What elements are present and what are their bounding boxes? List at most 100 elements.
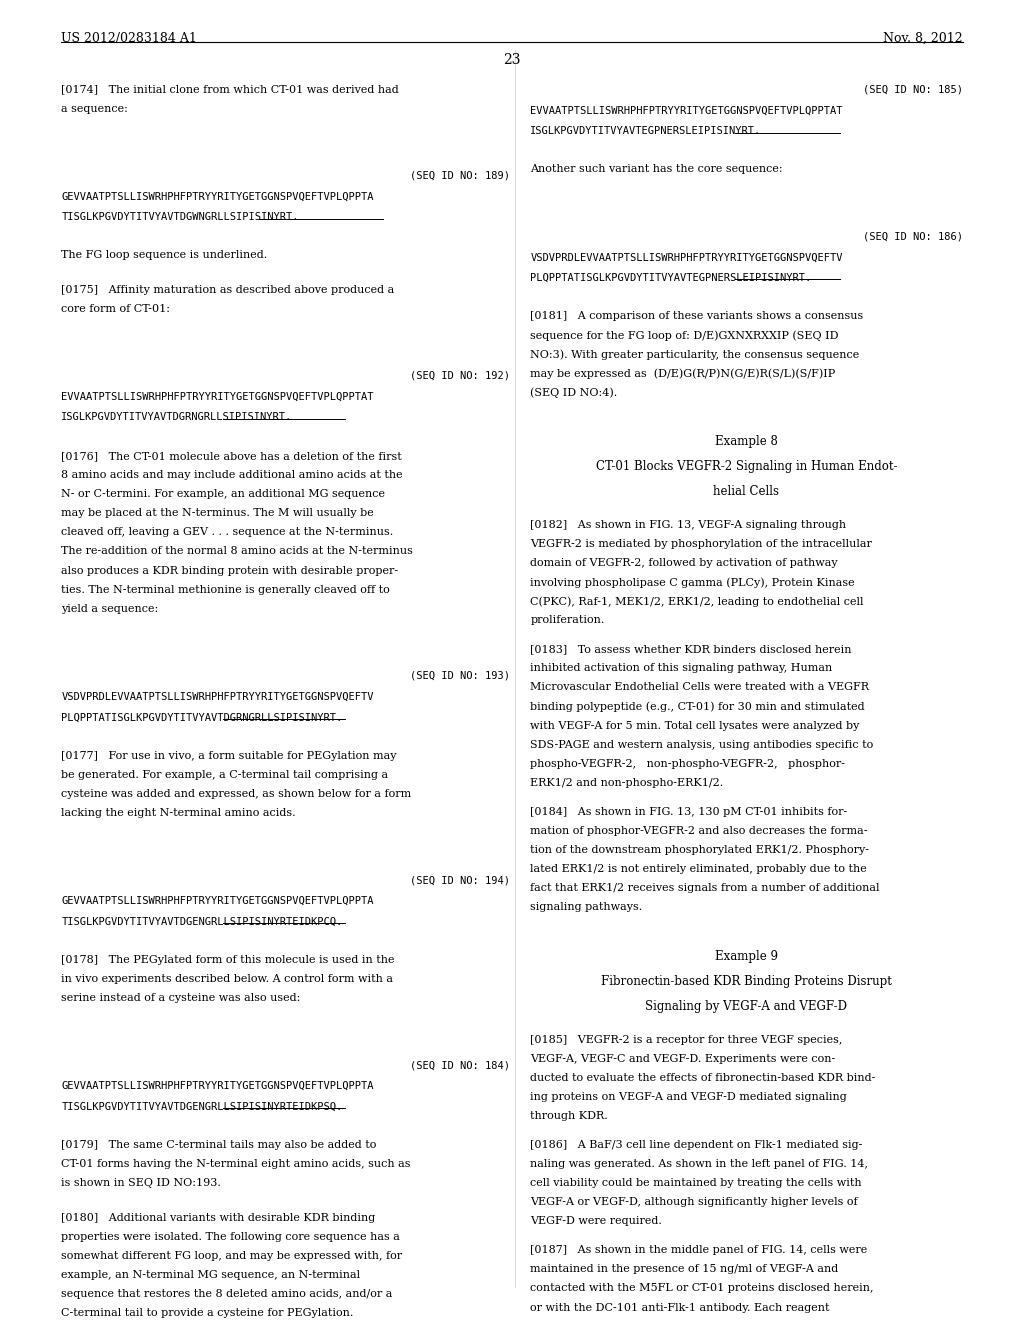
- Text: TISGLKPGVDYTITVYAVTDGENGRLLSIPISINYRTEIDKPSQ.: TISGLKPGVDYTITVYAVTDGENGRLLSIPISINYRTEID…: [61, 1102, 343, 1111]
- Text: [0183]   To assess whether KDR binders disclosed herein: [0183] To assess whether KDR binders dis…: [530, 644, 852, 655]
- Text: SDS-PAGE and western analysis, using antibodies specific to: SDS-PAGE and western analysis, using ant…: [530, 739, 873, 750]
- Text: (SEQ ID NO: 193): (SEQ ID NO: 193): [410, 671, 510, 681]
- Text: lacking the eight N-terminal amino acids.: lacking the eight N-terminal amino acids…: [61, 808, 296, 818]
- Text: phospho-VEGFR-2,   non-phospho-VEGFR-2,   phosphor-: phospho-VEGFR-2, non-phospho-VEGFR-2, ph…: [530, 759, 846, 770]
- Text: ERK1/2 and non-phospho-ERK1/2.: ERK1/2 and non-phospho-ERK1/2.: [530, 777, 724, 788]
- Text: signaling pathways.: signaling pathways.: [530, 903, 643, 912]
- Text: Another such variant has the core sequence:: Another such variant has the core sequen…: [530, 164, 783, 174]
- Text: [0187]   As shown in the middle panel of FIG. 14, cells were: [0187] As shown in the middle panel of F…: [530, 1245, 867, 1255]
- Text: EVVAATPTSLLISWRHPHFPTRYYRITYGETGGNSPVQEFTVPLQPPTAT: EVVAATPTSLLISWRHPHFPTRYYRITYGETGGNSPVQEF…: [530, 106, 843, 116]
- Text: be generated. For example, a C-terminal tail comprising a: be generated. For example, a C-terminal …: [61, 770, 388, 780]
- Text: yield a sequence:: yield a sequence:: [61, 603, 159, 614]
- Text: (SEQ ID NO:4).: (SEQ ID NO:4).: [530, 388, 617, 399]
- Text: sequence for the FG loop of: D/E)GXNXRXXIP (SEQ ID: sequence for the FG loop of: D/E)GXNXRXX…: [530, 330, 839, 341]
- Text: in vivo experiments described below. A control form with a: in vivo experiments described below. A c…: [61, 974, 393, 983]
- Text: VEGF-A, VEGF-C and VEGF-D. Experiments were con-: VEGF-A, VEGF-C and VEGF-D. Experiments w…: [530, 1053, 836, 1064]
- Text: fact that ERK1/2 receives signals from a number of additional: fact that ERK1/2 receives signals from a…: [530, 883, 880, 894]
- Text: ISGLKPGVDYTITVYAVTDGRNGRLLSIPISINYRT.: ISGLKPGVDYTITVYAVTDGRNGRLLSIPISINYRT.: [61, 412, 293, 422]
- Text: serine instead of a cysteine was also used:: serine instead of a cysteine was also us…: [61, 993, 301, 1003]
- Text: [0185]   VEGFR-2 is a receptor for three VEGF species,: [0185] VEGFR-2 is a receptor for three V…: [530, 1035, 843, 1044]
- Text: VEGFR-2 is mediated by phosphorylation of the intracellular: VEGFR-2 is mediated by phosphorylation o…: [530, 539, 872, 549]
- Text: US 2012/0283184 A1: US 2012/0283184 A1: [61, 32, 198, 45]
- Text: GEVVAATPTSLLISWRHPHFPTRYYRITYGETGGNSPVQEFTVPLQPPTA: GEVVAATPTSLLISWRHPHFPTRYYRITYGETGGNSPVQE…: [61, 1081, 374, 1092]
- Text: properties were isolated. The following core sequence has a: properties were isolated. The following …: [61, 1232, 400, 1242]
- Text: domain of VEGFR-2, followed by activation of pathway: domain of VEGFR-2, followed by activatio…: [530, 558, 838, 568]
- Text: GEVVAATPTSLLISWRHPHFPTRYYRITYGETGGNSPVQEFTVPLQPPTA: GEVVAATPTSLLISWRHPHFPTRYYRITYGETGGNSPVQE…: [61, 191, 374, 202]
- Text: Signaling by VEGF-A and VEGF-D: Signaling by VEGF-A and VEGF-D: [645, 1001, 848, 1012]
- Text: lated ERK1/2 is not entirely eliminated, probably due to the: lated ERK1/2 is not entirely eliminated,…: [530, 865, 867, 874]
- Text: Fibronectin-based KDR Binding Proteins Disrupt: Fibronectin-based KDR Binding Proteins D…: [601, 975, 892, 989]
- Text: ducted to evaluate the effects of fibronectin-based KDR bind-: ducted to evaluate the effects of fibron…: [530, 1073, 876, 1082]
- Text: Microvascular Endothelial Cells were treated with a VEGFR: Microvascular Endothelial Cells were tre…: [530, 682, 869, 693]
- Text: maintained in the presence of 15 ng/ml of VEGF-A and: maintained in the presence of 15 ng/ml o…: [530, 1265, 839, 1274]
- Text: is shown in SEQ ID NO:193.: is shown in SEQ ID NO:193.: [61, 1179, 221, 1188]
- Text: EVVAATPTSLLISWRHPHFPTRYYRITYGETGGNSPVQEFTVPLQPPTAT: EVVAATPTSLLISWRHPHFPTRYYRITYGETGGNSPVQEF…: [61, 392, 374, 403]
- Text: cleaved off, leaving a GEV . . . sequence at the N-terminus.: cleaved off, leaving a GEV . . . sequenc…: [61, 527, 393, 537]
- Text: N- or C-termini. For example, an additional MG sequence: N- or C-termini. For example, an additio…: [61, 488, 385, 499]
- Text: may be placed at the N-terminus. The M will usually be: may be placed at the N-terminus. The M w…: [61, 508, 374, 519]
- Text: Example 8: Example 8: [715, 436, 778, 449]
- Text: Example 9: Example 9: [715, 950, 778, 964]
- Text: PLQPPTATISGLKPGVDYTITVYAVTEGPNERSLEIPISINYRT.: PLQPPTATISGLKPGVDYTITVYAVTEGPNERSLEIPISI…: [530, 273, 812, 282]
- Text: CT-01 Blocks VEGFR-2 Signaling in Human Endot-: CT-01 Blocks VEGFR-2 Signaling in Human …: [596, 461, 897, 474]
- Text: [0179]   The same C-terminal tails may also be added to: [0179] The same C-terminal tails may als…: [61, 1140, 377, 1150]
- Text: core form of CT-01:: core form of CT-01:: [61, 304, 170, 314]
- Text: C(PKC), Raf-1, MEK1/2, ERK1/2, leading to endothelial cell: C(PKC), Raf-1, MEK1/2, ERK1/2, leading t…: [530, 597, 864, 607]
- Text: [0182]   As shown in FIG. 13, VEGF-A signaling through: [0182] As shown in FIG. 13, VEGF-A signa…: [530, 520, 847, 529]
- Text: CT-01 forms having the N-terminal eight amino acids, such as: CT-01 forms having the N-terminal eight …: [61, 1159, 411, 1170]
- Text: PLQPPTATISGLKPGVDYTITVYAVTDGRNGRLLSIPISINYRT.: PLQPPTATISGLKPGVDYTITVYAVTDGRNGRLLSIPISI…: [61, 713, 343, 722]
- Text: [0175]   Affinity maturation as described above produced a: [0175] Affinity maturation as described …: [61, 285, 394, 294]
- Text: 8 amino acids and may include additional amino acids at the: 8 amino acids and may include additional…: [61, 470, 403, 480]
- Text: proliferation.: proliferation.: [530, 615, 605, 626]
- Text: helial Cells: helial Cells: [714, 486, 779, 498]
- Text: The FG loop sequence is underlined.: The FG loop sequence is underlined.: [61, 251, 267, 260]
- Text: cell viability could be maintained by treating the cells with: cell viability could be maintained by tr…: [530, 1177, 862, 1188]
- Text: (SEQ ID NO: 184): (SEQ ID NO: 184): [410, 1060, 510, 1071]
- Text: VEGF-A or VEGF-D, although significantly higher levels of: VEGF-A or VEGF-D, although significantly…: [530, 1197, 858, 1208]
- Text: involving phospholipase C gamma (PLCy), Protein Kinase: involving phospholipase C gamma (PLCy), …: [530, 577, 855, 587]
- Text: [0180]   Additional variants with desirable KDR binding: [0180] Additional variants with desirabl…: [61, 1213, 376, 1222]
- Text: [0174]   The initial clone from which CT-01 was derived had: [0174] The initial clone from which CT-0…: [61, 84, 399, 95]
- Text: binding polypeptide (e.g., CT-01) for 30 min and stimulated: binding polypeptide (e.g., CT-01) for 30…: [530, 701, 865, 711]
- Text: a sequence:: a sequence:: [61, 103, 128, 114]
- Text: ISGLKPGVDYTITVYAVTEGPNERSLEIPISINYRT.: ISGLKPGVDYTITVYAVTEGPNERSLEIPISINYRT.: [530, 125, 762, 136]
- Text: naling was generated. As shown in the left panel of FIG. 14,: naling was generated. As shown in the le…: [530, 1159, 868, 1170]
- Text: VSDVPRDLEVVAATPTSLLISWRHPHFPTRYYRITYGETGGNSPVQEFTV: VSDVPRDLEVVAATPTSLLISWRHPHFPTRYYRITYGETG…: [530, 252, 843, 263]
- Text: or with the DC-101 anti-Flk-1 antibody. Each reagent: or with the DC-101 anti-Flk-1 antibody. …: [530, 1303, 829, 1312]
- Text: mation of phosphor-VEGFR-2 and also decreases the forma-: mation of phosphor-VEGFR-2 and also decr…: [530, 826, 868, 836]
- Text: [0186]   A BaF/3 cell line dependent on Flk-1 mediated sig-: [0186] A BaF/3 cell line dependent on Fl…: [530, 1139, 863, 1150]
- Text: inhibited activation of this signaling pathway, Human: inhibited activation of this signaling p…: [530, 663, 833, 673]
- Text: NO:3). With greater particularity, the consensus sequence: NO:3). With greater particularity, the c…: [530, 350, 860, 360]
- Text: contacted with the M5FL or CT-01 proteins disclosed herein,: contacted with the M5FL or CT-01 protein…: [530, 1283, 873, 1294]
- Text: through KDR.: through KDR.: [530, 1111, 608, 1121]
- Text: Nov. 8, 2012: Nov. 8, 2012: [883, 32, 963, 45]
- Text: [0178]   The PEGylated form of this molecule is used in the: [0178] The PEGylated form of this molecu…: [61, 954, 395, 965]
- Text: example, an N-terminal MG sequence, an N-terminal: example, an N-terminal MG sequence, an N…: [61, 1270, 360, 1280]
- Text: The re-addition of the normal 8 amino acids at the N-terminus: The re-addition of the normal 8 amino ac…: [61, 546, 414, 557]
- Text: ties. The N-terminal methionine is generally cleaved off to: ties. The N-terminal methionine is gener…: [61, 585, 390, 595]
- Text: somewhat different FG loop, and may be expressed with, for: somewhat different FG loop, and may be e…: [61, 1251, 402, 1261]
- Text: cysteine was added and expressed, as shown below for a form: cysteine was added and expressed, as sho…: [61, 789, 412, 799]
- Text: VSDVPRDLEVVAATPTSLLISWRHPHFPTRYYRITYGETGGNSPVQEFTV: VSDVPRDLEVVAATPTSLLISWRHPHFPTRYYRITYGETG…: [61, 692, 374, 702]
- Text: [0176]   The CT-01 molecule above has a deletion of the first: [0176] The CT-01 molecule above has a de…: [61, 450, 402, 461]
- Text: TISGLKPGVDYTITVYAVTDGENGRLLSIPISINYRTEIDKPCQ.: TISGLKPGVDYTITVYAVTDGENGRLLSIPISINYRTEID…: [61, 916, 343, 927]
- Text: with VEGF-A for 5 min. Total cell lysates were analyzed by: with VEGF-A for 5 min. Total cell lysate…: [530, 721, 860, 731]
- Text: (SEQ ID NO: 189): (SEQ ID NO: 189): [410, 170, 510, 181]
- Text: C-terminal tail to provide a cysteine for PEGylation.: C-terminal tail to provide a cysteine fo…: [61, 1308, 354, 1319]
- Text: [0177]   For use in vivo, a form suitable for PEGylation may: [0177] For use in vivo, a form suitable …: [61, 751, 397, 760]
- Text: 23: 23: [503, 53, 521, 67]
- Text: ing proteins on VEGF-A and VEGF-D mediated signaling: ing proteins on VEGF-A and VEGF-D mediat…: [530, 1092, 847, 1102]
- Text: GEVVAATPTSLLISWRHPHFPTRYYRITYGETGGNSPVQEFTVPLQPPTA: GEVVAATPTSLLISWRHPHFPTRYYRITYGETGGNSPVQE…: [61, 896, 374, 906]
- Text: (SEQ ID NO: 186): (SEQ ID NO: 186): [862, 231, 963, 242]
- Text: [0181]   A comparison of these variants shows a consensus: [0181] A comparison of these variants sh…: [530, 312, 863, 321]
- Text: tion of the downstream phosphorylated ERK1/2. Phosphory-: tion of the downstream phosphorylated ER…: [530, 845, 869, 855]
- Text: [0184]   As shown in FIG. 13, 130 pM CT-01 inhibits for-: [0184] As shown in FIG. 13, 130 pM CT-01…: [530, 807, 848, 817]
- Text: may be expressed as  (D/E)G(R/P)N(G/E)R(S/L)(S/F)IP: may be expressed as (D/E)G(R/P)N(G/E)R(S…: [530, 368, 836, 379]
- Text: TISGLKPGVDYTITVYAVTDGWNGRLLSIPISINYRT.: TISGLKPGVDYTITVYAVTDGWNGRLLSIPISINYRT.: [61, 213, 299, 222]
- Text: (SEQ ID NO: 192): (SEQ ID NO: 192): [410, 371, 510, 381]
- Text: (SEQ ID NO: 194): (SEQ ID NO: 194): [410, 875, 510, 886]
- Text: VEGF-D were required.: VEGF-D were required.: [530, 1216, 663, 1226]
- Text: sequence that restores the 8 deleted amino acids, and/or a: sequence that restores the 8 deleted ami…: [61, 1290, 393, 1299]
- Text: (SEQ ID NO: 185): (SEQ ID NO: 185): [862, 84, 963, 95]
- Text: also produces a KDR binding protein with desirable proper-: also produces a KDR binding protein with…: [61, 565, 398, 576]
